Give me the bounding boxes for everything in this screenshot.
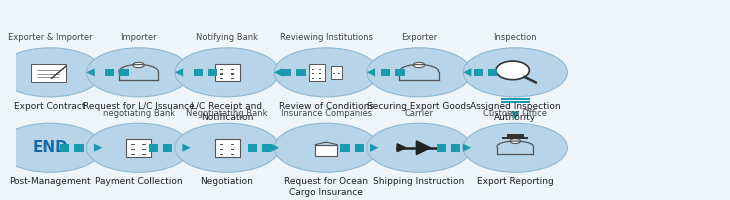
- FancyBboxPatch shape: [119, 69, 128, 76]
- FancyBboxPatch shape: [262, 144, 272, 152]
- FancyBboxPatch shape: [501, 101, 529, 103]
- FancyBboxPatch shape: [220, 144, 223, 145]
- FancyBboxPatch shape: [309, 64, 325, 81]
- FancyBboxPatch shape: [334, 73, 335, 74]
- FancyBboxPatch shape: [315, 145, 337, 156]
- Ellipse shape: [86, 123, 191, 172]
- FancyBboxPatch shape: [231, 69, 234, 70]
- Text: Reviewing Institutions: Reviewing Institutions: [280, 33, 373, 42]
- FancyBboxPatch shape: [105, 69, 115, 76]
- Text: Shipping Instruction: Shipping Instruction: [373, 177, 464, 186]
- Ellipse shape: [510, 139, 520, 144]
- FancyBboxPatch shape: [231, 144, 234, 145]
- FancyBboxPatch shape: [220, 154, 223, 155]
- FancyBboxPatch shape: [193, 69, 203, 76]
- FancyBboxPatch shape: [355, 144, 364, 152]
- Polygon shape: [397, 144, 406, 152]
- Text: Assigned Inspection
Authority: Assigned Inspection Authority: [470, 102, 561, 122]
- FancyBboxPatch shape: [126, 139, 151, 157]
- FancyBboxPatch shape: [131, 144, 135, 145]
- Ellipse shape: [0, 48, 102, 97]
- Text: Negotiation: Negotiation: [201, 177, 253, 186]
- Ellipse shape: [464, 48, 567, 97]
- FancyBboxPatch shape: [220, 69, 223, 70]
- Text: Exporter & Importer: Exporter & Importer: [8, 33, 93, 42]
- Text: Review of Conditions: Review of Conditions: [279, 102, 374, 111]
- Ellipse shape: [464, 123, 567, 172]
- FancyBboxPatch shape: [312, 73, 315, 74]
- FancyBboxPatch shape: [507, 134, 523, 137]
- Text: Request for L/C Issuance: Request for L/C Issuance: [82, 102, 194, 111]
- FancyBboxPatch shape: [437, 144, 446, 152]
- FancyBboxPatch shape: [381, 69, 391, 76]
- FancyBboxPatch shape: [215, 139, 239, 157]
- FancyBboxPatch shape: [340, 144, 350, 152]
- FancyBboxPatch shape: [474, 69, 483, 76]
- FancyBboxPatch shape: [148, 144, 158, 152]
- FancyBboxPatch shape: [208, 69, 217, 76]
- Text: END: END: [32, 140, 68, 155]
- FancyBboxPatch shape: [60, 144, 69, 152]
- Ellipse shape: [175, 48, 279, 97]
- Ellipse shape: [274, 123, 378, 172]
- Ellipse shape: [496, 61, 529, 80]
- FancyBboxPatch shape: [331, 66, 342, 79]
- Ellipse shape: [367, 48, 471, 97]
- Polygon shape: [416, 141, 431, 155]
- FancyBboxPatch shape: [131, 149, 135, 150]
- Text: Request for Ocean
Cargo Insurance: Request for Ocean Cargo Insurance: [284, 177, 368, 197]
- Ellipse shape: [86, 48, 191, 97]
- Text: Insurance Companies: Insurance Companies: [280, 109, 372, 118]
- FancyBboxPatch shape: [131, 154, 135, 155]
- FancyBboxPatch shape: [312, 69, 315, 70]
- FancyBboxPatch shape: [220, 78, 223, 79]
- FancyBboxPatch shape: [215, 64, 239, 81]
- FancyBboxPatch shape: [502, 137, 529, 139]
- Text: Export Reporting: Export Reporting: [477, 177, 553, 186]
- FancyBboxPatch shape: [142, 144, 146, 145]
- Ellipse shape: [133, 62, 145, 68]
- FancyBboxPatch shape: [231, 78, 234, 79]
- Text: negotiating Bank: negotiating Bank: [102, 109, 174, 118]
- Text: Negotiatating Bank: Negotiatating Bank: [186, 109, 268, 118]
- Text: Export Contract: Export Contract: [15, 102, 86, 111]
- FancyBboxPatch shape: [488, 69, 497, 76]
- FancyBboxPatch shape: [220, 149, 223, 150]
- Ellipse shape: [0, 123, 102, 172]
- FancyBboxPatch shape: [74, 144, 84, 152]
- FancyBboxPatch shape: [247, 144, 257, 152]
- Ellipse shape: [413, 62, 425, 68]
- FancyBboxPatch shape: [31, 64, 66, 82]
- Text: Notifying Bank: Notifying Bank: [196, 33, 258, 42]
- FancyBboxPatch shape: [501, 98, 529, 100]
- FancyBboxPatch shape: [282, 69, 291, 76]
- Text: Carrier: Carrier: [404, 109, 434, 118]
- FancyBboxPatch shape: [220, 73, 223, 75]
- FancyBboxPatch shape: [396, 69, 404, 76]
- Text: Exporter: Exporter: [401, 33, 437, 42]
- Ellipse shape: [175, 123, 279, 172]
- Text: Payment Collection: Payment Collection: [95, 177, 182, 186]
- FancyBboxPatch shape: [142, 154, 146, 155]
- Ellipse shape: [274, 48, 378, 97]
- Text: L/C Receipt and
Notification: L/C Receipt and Notification: [191, 102, 263, 122]
- FancyBboxPatch shape: [231, 149, 234, 150]
- Text: Importer: Importer: [120, 33, 157, 42]
- FancyBboxPatch shape: [231, 73, 234, 75]
- Text: Inspection: Inspection: [493, 33, 537, 42]
- Text: Securing Export Goods: Securing Export Goods: [367, 102, 471, 111]
- FancyBboxPatch shape: [231, 154, 234, 155]
- Text: Post-Management: Post-Management: [9, 177, 91, 186]
- FancyBboxPatch shape: [296, 69, 306, 76]
- FancyBboxPatch shape: [451, 144, 461, 152]
- FancyBboxPatch shape: [319, 73, 321, 74]
- FancyBboxPatch shape: [319, 78, 321, 79]
- Text: Customs Office: Customs Office: [483, 109, 548, 118]
- FancyBboxPatch shape: [163, 144, 172, 152]
- Ellipse shape: [367, 123, 471, 172]
- FancyBboxPatch shape: [312, 78, 315, 79]
- FancyBboxPatch shape: [142, 149, 146, 150]
- FancyBboxPatch shape: [338, 73, 340, 74]
- FancyBboxPatch shape: [319, 69, 321, 70]
